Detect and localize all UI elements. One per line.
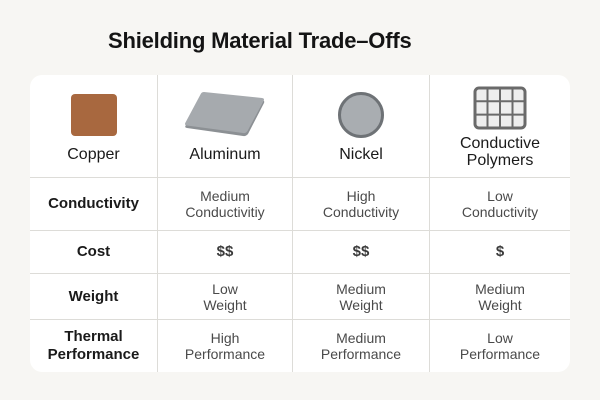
header-copper: Copper (30, 75, 158, 178)
header-conductive-polymers: Conductive Polymers (430, 75, 570, 178)
value-cell: $$ (293, 231, 430, 274)
value-cell: High Performance (158, 320, 293, 372)
value-cell: Medium Weight (293, 274, 430, 320)
row-label-conductivity: Conductivity (30, 178, 158, 231)
value-cell: $$ (158, 231, 293, 274)
value-cell: Low Performance (459, 330, 541, 362)
header-aluminum: Aluminum (158, 75, 293, 178)
material-name: Nickel (339, 145, 383, 163)
copper-square-icon (70, 93, 117, 136)
material-name-line2: Polymers (466, 152, 534, 169)
value-cell: Low Weight (158, 274, 293, 320)
value-cell: Medium Conductivitiy (158, 178, 293, 231)
value-cell: Medium Performance (293, 320, 430, 372)
material-name: Copper (67, 145, 120, 163)
value-cell: $ (430, 231, 570, 274)
header-nickel: Nickel (293, 75, 430, 178)
material-name-line1: Conductive (459, 135, 541, 152)
aluminum-plate-icon (184, 90, 266, 140)
nickel-disc-icon (338, 91, 384, 138)
value-cell: Low Conductivity (430, 178, 570, 231)
value-cell: High Conductivity (293, 178, 430, 231)
comparison-table: Copper Aluminum Nickel (30, 75, 570, 372)
value-cell: Medium Weight (430, 274, 570, 320)
row-label-cost: Cost (30, 231, 158, 274)
material-name: Aluminum (189, 145, 261, 163)
page-title: Shielding Material Trade–Offs (108, 28, 412, 53)
row-label-weight: Weight (30, 274, 158, 320)
row-label-thermal-performance: Thermal Performance (30, 320, 158, 372)
polymer-grid-icon (473, 83, 527, 133)
